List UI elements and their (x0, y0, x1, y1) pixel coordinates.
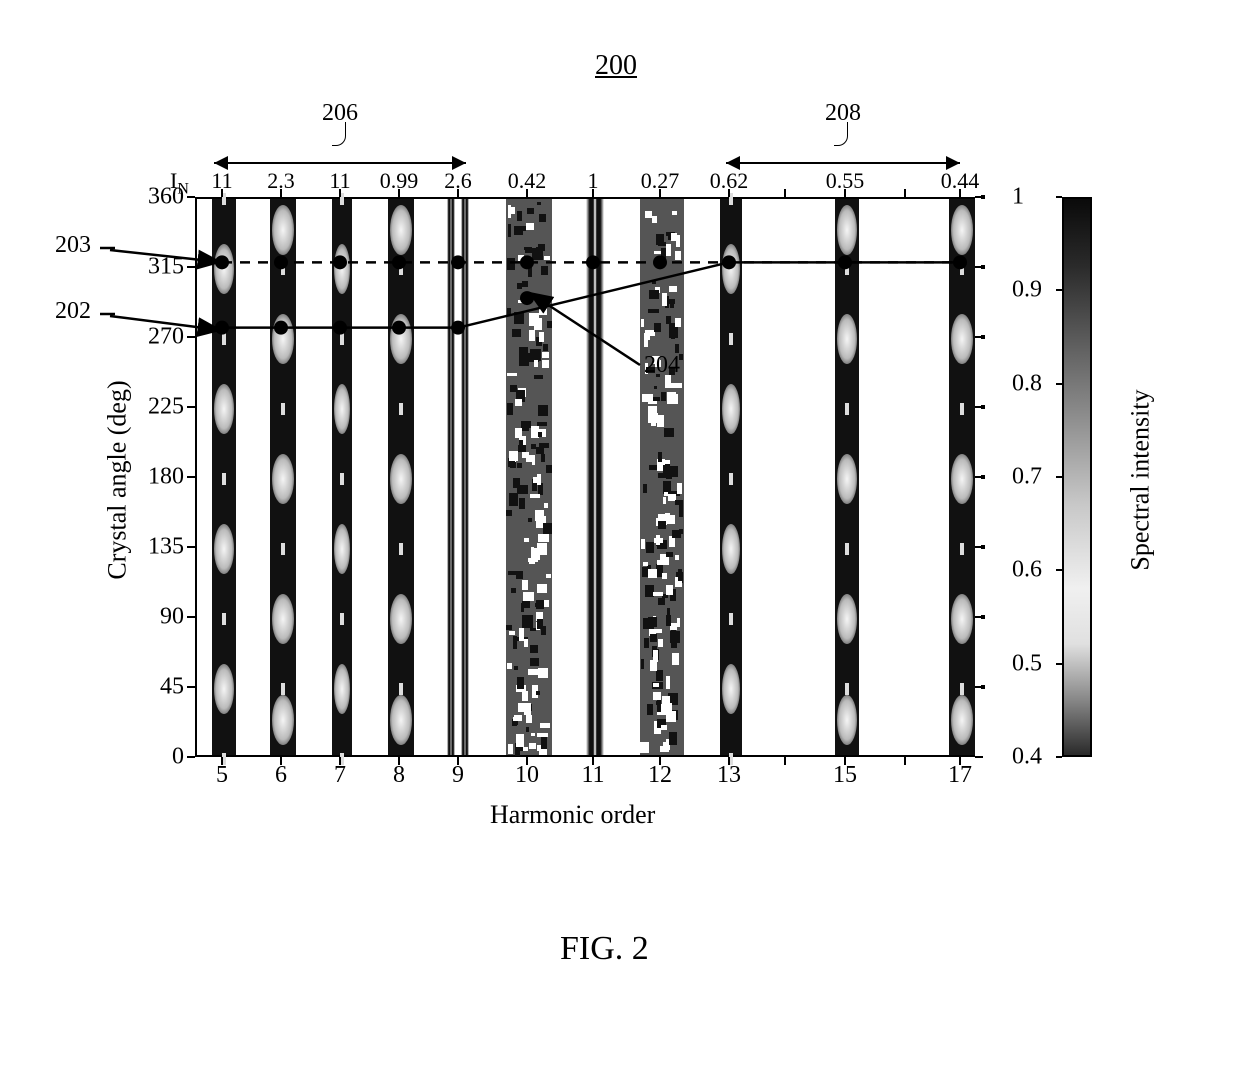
x-axis-label: Harmonic order (490, 800, 655, 830)
colorbar-tick-label: 0.4 (1012, 744, 1042, 771)
side-dot (981, 195, 985, 199)
x-tick-label: 12 (648, 762, 672, 789)
x-tick-label: 9 (452, 762, 464, 789)
x-tick-label: 5 (216, 762, 228, 789)
side-dot (981, 545, 985, 549)
heatmap-stripe (640, 199, 684, 755)
heatmap-stripe (447, 199, 455, 755)
bracket-208: 208 (726, 100, 960, 173)
y-tick-label: 180 (148, 464, 184, 491)
figure-caption: FIG. 2 (560, 930, 649, 968)
side-dot (981, 335, 985, 339)
annot-202-label: 202 (55, 298, 91, 325)
x-tick-label: 8 (393, 762, 405, 789)
side-dot (981, 475, 985, 479)
heatmap-stripe (212, 199, 236, 755)
x-tick-label: 17 (948, 762, 972, 789)
colorbar-tick-label: 0.7 (1012, 464, 1042, 491)
y-tick-label: 315 (148, 254, 184, 281)
annot-204-label: 204 (644, 352, 680, 379)
heatmap-stripe (720, 199, 742, 755)
y-tick-label: 225 (148, 394, 184, 421)
x-tick-label: 7 (334, 762, 346, 789)
colorbar-tick-label: 0.8 (1012, 370, 1042, 397)
y-tick-label: 270 (148, 324, 184, 351)
x-tick-label: 13 (717, 762, 741, 789)
heatmap-stripe (461, 199, 469, 755)
colorbar (1062, 197, 1092, 757)
side-dot (981, 405, 985, 409)
heatmap-stripe (949, 199, 975, 755)
y-axis-label: Crystal angle (deg) (103, 380, 133, 579)
y-tick-label: 0 (172, 744, 184, 771)
x-tick-label: 10 (515, 762, 539, 789)
heatmap-plot (195, 197, 975, 757)
figure-number: 200 (595, 50, 637, 82)
x-tick-label: 15 (833, 762, 857, 789)
side-dot (981, 615, 985, 619)
heatmap-stripe (388, 199, 414, 755)
heatmap-stripe (586, 199, 604, 755)
heatmap-stripe (835, 199, 859, 755)
annot-203-label: 203 (55, 232, 91, 259)
y-tick-label: 360 (148, 184, 184, 211)
heatmap-stripe (270, 199, 296, 755)
y-tick-label: 90 (160, 604, 184, 631)
side-dot (981, 265, 985, 269)
x-tick-label: 11 (581, 762, 604, 789)
colorbar-tick-label: 0.6 (1012, 557, 1042, 584)
heatmap-stripe (506, 199, 552, 755)
heatmap-stripe (332, 199, 352, 755)
colorbar-tick-label: 1 (1012, 184, 1024, 211)
colorbar-tick-label: 0.9 (1012, 277, 1042, 304)
side-dot (981, 685, 985, 689)
y-tick-label: 45 (160, 674, 184, 701)
x-tick-label: 6 (275, 762, 287, 789)
colorbar-label: Spectral intensity (1126, 389, 1156, 570)
y-tick-label: 135 (148, 534, 184, 561)
colorbar-tick-label: 0.5 (1012, 650, 1042, 677)
bracket-206: 206 (214, 100, 466, 173)
